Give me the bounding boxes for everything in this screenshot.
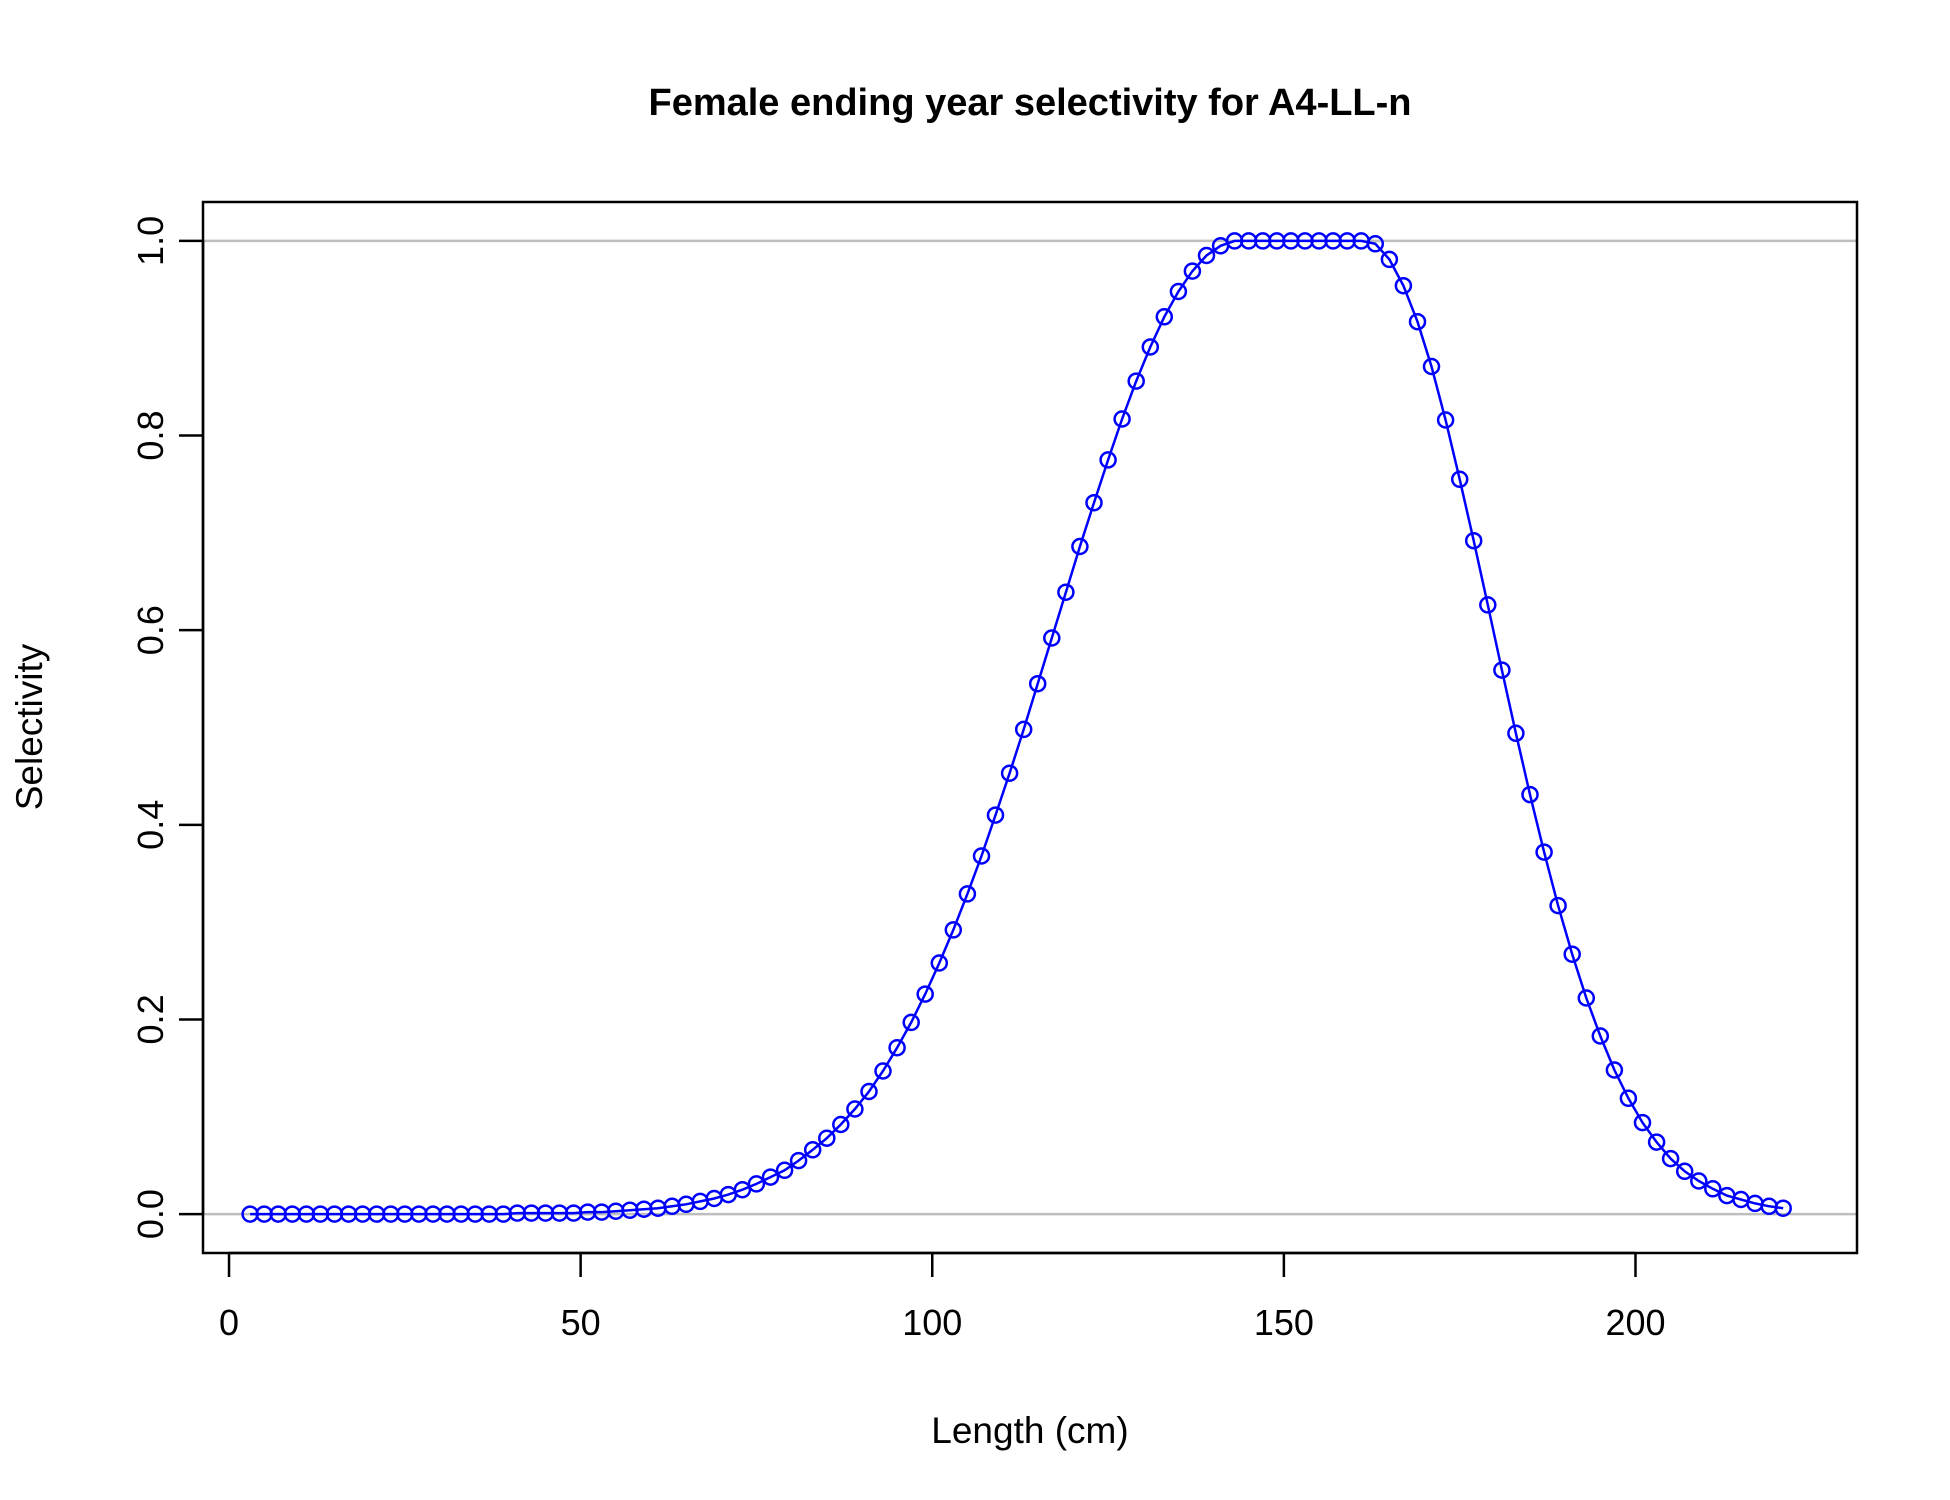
- data-point: [1183, 262, 1202, 280]
- data-point: [1155, 308, 1174, 326]
- data-point: [1591, 1027, 1610, 1045]
- data-point: [860, 1082, 878, 1101]
- x-tick-label: 200: [1605, 1302, 1665, 1343]
- data-point: [1493, 661, 1511, 679]
- data-point: [1647, 1133, 1666, 1151]
- data-point: [1071, 537, 1089, 556]
- y-tick-label: 0.2: [130, 994, 171, 1044]
- data-point: [1450, 470, 1469, 489]
- data-point: [1661, 1149, 1680, 1168]
- data-point: [775, 1161, 794, 1180]
- data-point: [1690, 1172, 1708, 1190]
- y-tick-label: 0.0: [130, 1189, 171, 1239]
- data-point: [1099, 451, 1117, 469]
- data-point: [1704, 1180, 1722, 1198]
- series-line: [250, 239, 1784, 1216]
- data-point: [803, 1141, 822, 1159]
- data-point: [1436, 411, 1455, 429]
- x-tick-label: 100: [902, 1302, 962, 1343]
- data-point: [1563, 945, 1581, 963]
- x-tick-label: 50: [561, 1302, 601, 1343]
- data-point: [1675, 1162, 1694, 1181]
- data-point: [1507, 724, 1525, 743]
- y-axis: 0.0 0.2 0.4 0.6 0.8 1.0: [130, 216, 205, 1239]
- x-axis: 0 50 100 150 200: [219, 1251, 1666, 1343]
- data-point: [1380, 250, 1399, 269]
- chart-title: Female ending year selectivity for A4-LL…: [648, 82, 1411, 124]
- data-point: [818, 1129, 836, 1147]
- data-point: [916, 985, 934, 1003]
- data-point: [930, 954, 949, 972]
- y-tick-label: 1.0: [130, 216, 171, 266]
- data-point: [832, 1115, 850, 1134]
- data-point: [1619, 1089, 1638, 1108]
- series-layer: [241, 232, 1792, 1223]
- data-point: [789, 1151, 808, 1170]
- data-point: [986, 806, 1005, 824]
- data-point: [888, 1038, 906, 1057]
- data-point: [1014, 720, 1033, 739]
- y-tick-label: 0.8: [130, 411, 171, 461]
- data-point: [1366, 235, 1385, 253]
- data-point: [1113, 410, 1131, 428]
- data-point: [1057, 583, 1075, 601]
- data-point: [1169, 282, 1188, 301]
- data-point: [874, 1062, 892, 1080]
- data-point: [902, 1013, 920, 1032]
- x-tick-label: 0: [219, 1302, 239, 1343]
- data-point: [1633, 1113, 1652, 1132]
- data-point: [1197, 246, 1216, 265]
- data-point: [1141, 338, 1160, 356]
- data-point: [1127, 372, 1145, 390]
- data-point: [1000, 764, 1019, 782]
- data-point: [1408, 312, 1427, 331]
- data-point: [1774, 1199, 1792, 1217]
- y-tick-label: 0.6: [130, 605, 171, 655]
- data-point: [1028, 674, 1047, 693]
- data-point: [1422, 357, 1441, 376]
- data-point: [846, 1100, 864, 1118]
- data-point: [1043, 629, 1061, 647]
- data-point: [747, 1175, 766, 1193]
- data-point: [1479, 596, 1497, 614]
- data-point: [944, 921, 963, 939]
- data-point: [1577, 989, 1596, 1007]
- data-point: [1605, 1061, 1624, 1079]
- data-point: [1394, 276, 1413, 295]
- data-point: [1549, 896, 1567, 915]
- data-point: [972, 847, 991, 865]
- data-point: [958, 885, 977, 903]
- x-tick-label: 150: [1254, 1302, 1314, 1343]
- data-point: [1535, 843, 1553, 861]
- y-axis-label: Selectivity: [9, 643, 50, 810]
- data-point: [761, 1168, 780, 1186]
- data-point: [1521, 785, 1539, 804]
- data-point: [1464, 531, 1483, 550]
- y-tick-label: 0.4: [130, 800, 171, 850]
- x-axis-label: Length (cm): [931, 1410, 1128, 1451]
- data-point: [1085, 493, 1103, 512]
